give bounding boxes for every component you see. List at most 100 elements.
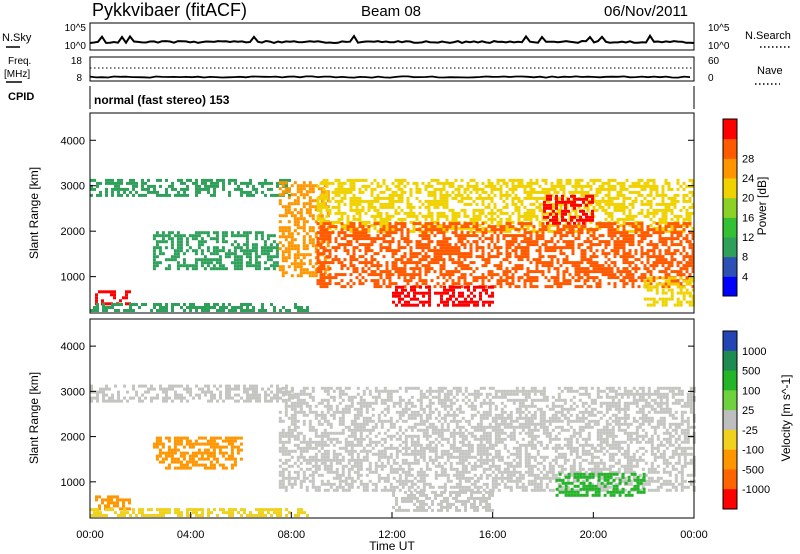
data-cell [165,511,168,515]
data-cell [123,187,126,191]
data-cell [203,457,207,461]
data-cell [598,240,602,244]
data-cell [243,190,246,194]
data-cell [170,240,174,244]
data-cell [245,246,249,250]
data-cell [472,234,476,238]
data-cell [373,273,377,277]
data-cell [114,384,117,388]
data-cell [478,223,482,227]
data-cell [305,202,309,206]
data-cell [343,211,347,215]
data-cell [526,184,530,188]
data-cell [658,282,662,286]
data-cell [667,252,671,256]
data-cell [305,488,309,492]
data-cell [183,387,186,391]
data-cell [610,261,614,265]
data-cell [403,264,407,268]
data-cell [488,285,491,289]
data-cell [619,246,623,250]
data-cell [577,228,581,232]
data-cell [552,209,555,213]
data-cell [230,448,234,452]
data-cell [373,226,377,230]
data-cell [619,181,623,185]
data-cell [676,237,680,241]
data-cell [595,264,599,268]
data-cell [493,228,497,232]
data-cell [514,237,518,241]
data-cell [487,205,491,209]
data-cell [400,231,404,235]
data-cell [308,440,312,444]
data-cell [293,422,297,426]
data-cell [228,178,231,182]
data-cell [240,181,243,185]
data-cell [529,190,533,194]
data-cell [514,252,518,256]
data-cell [319,220,323,224]
data-cell [538,255,542,259]
data-cell [108,181,111,185]
data-cell [394,199,398,203]
data-cell [496,264,500,268]
data-cell [320,241,324,245]
data-cell [373,205,377,209]
data-cell [195,184,198,188]
data-cell [233,264,237,268]
data-cell [469,261,473,265]
data-cell [326,479,330,483]
data-cell [451,273,455,277]
data-cell [598,190,602,194]
data-cell [248,255,252,259]
data-cell [523,184,527,188]
data-cell [478,196,482,200]
data-cell [352,196,356,200]
data-cell [105,178,108,182]
data-cell [667,273,671,277]
data-cell [682,285,686,289]
data-cell [129,309,132,312]
data-cell [224,466,228,470]
data-cell [352,270,356,274]
data-cell [361,270,365,274]
data-cell [177,508,180,512]
data-cell [155,445,159,449]
data-cell [550,246,554,250]
data-cell [577,276,581,280]
data-cell [556,178,560,182]
data-cell [445,190,449,194]
data-cell [406,211,410,215]
data-cell [173,448,177,452]
data-cell [311,229,315,233]
data-cell [197,231,201,235]
data-cell [254,255,258,259]
data-cell [323,452,327,456]
data-cell [311,274,315,278]
data-cell [442,261,446,265]
data-cell [502,205,506,209]
data-cell [376,184,380,188]
data-cell [385,267,389,271]
data-cell [514,196,518,200]
data-cell [439,181,443,185]
data-cell [472,261,476,265]
data-cell [475,267,479,271]
data-cell [290,184,294,188]
data-cell [376,267,380,271]
data-cell [96,393,99,397]
data-cell [287,241,291,245]
data-cell [673,205,677,209]
data-cell [397,199,401,203]
data-cell [308,428,312,432]
data-cell [664,276,668,280]
data-cell [311,226,315,230]
data-cell [302,181,306,185]
data-cell [161,234,165,238]
data-cell [195,178,198,182]
data-cell [162,309,165,312]
data-cell [427,228,431,232]
data-cell [161,457,165,461]
data-cell [218,264,222,268]
